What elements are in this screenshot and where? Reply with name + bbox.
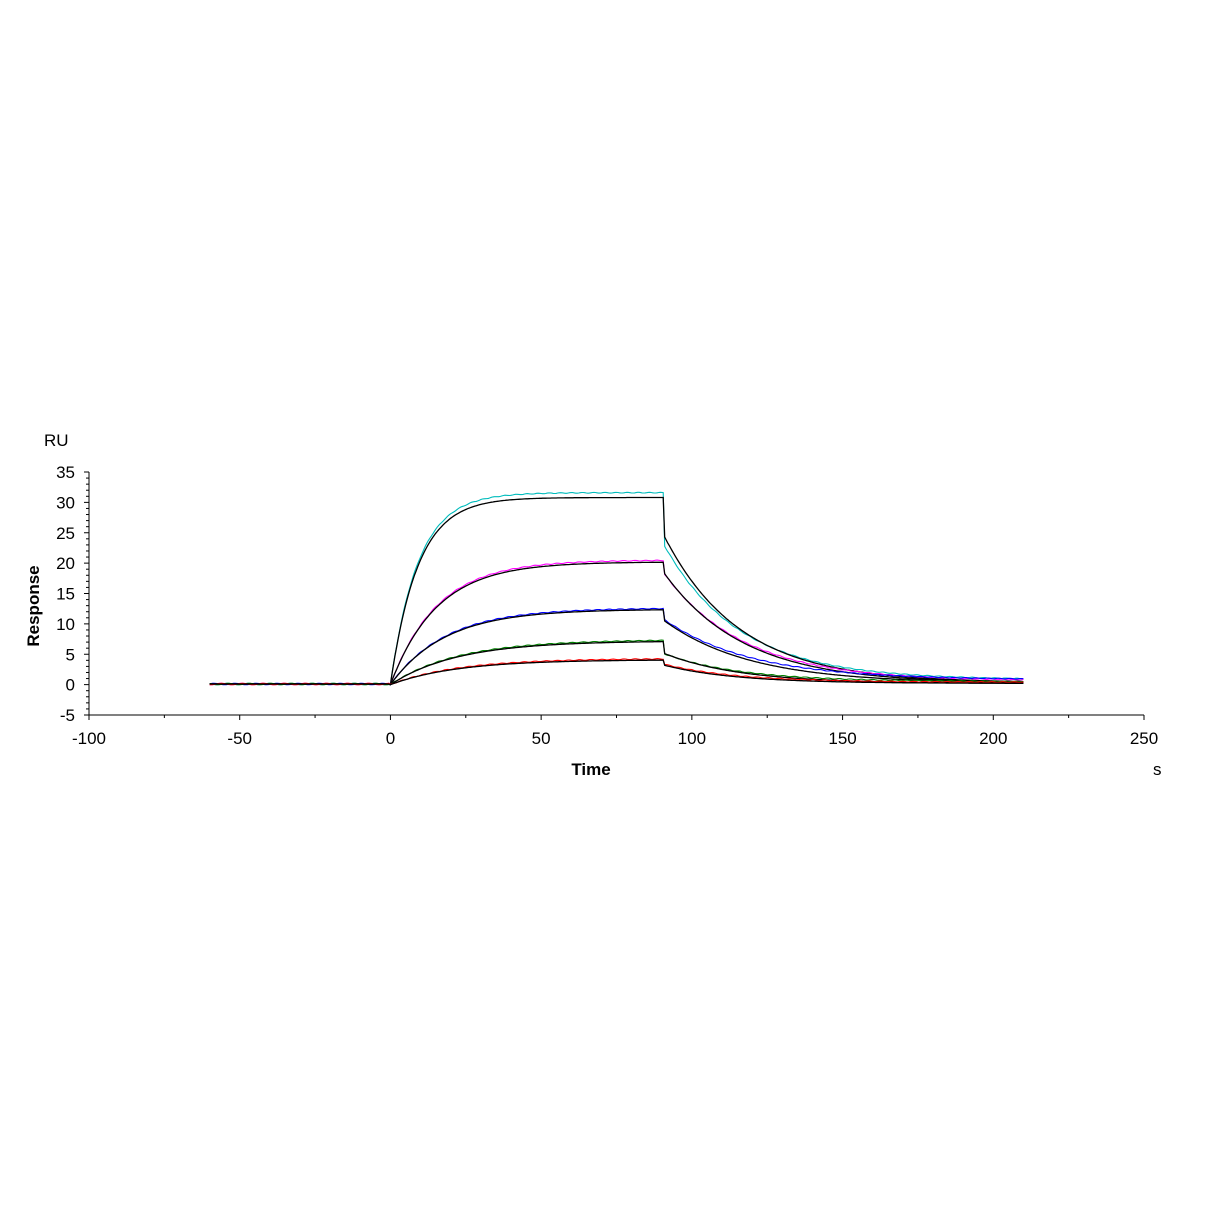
y-tick-label: 15: [56, 585, 75, 604]
series-line-2: [209, 559, 1024, 686]
series-line-4: [209, 607, 1024, 686]
x-unit-label: s: [1153, 760, 1162, 779]
x-tick-label: 0: [386, 729, 395, 748]
y-tick-label: 35: [56, 463, 75, 482]
series-line-5: [209, 609, 1024, 686]
y-tick-label: 5: [66, 645, 75, 664]
x-tick-label: -50: [227, 729, 252, 748]
y-tick-label: -5: [60, 706, 75, 725]
series-line-8: [209, 658, 1024, 686]
series-line-3: [209, 561, 1024, 686]
series-line-6: [209, 639, 1024, 686]
y-axis-title: Response: [24, 565, 43, 646]
y-unit-label: RU: [44, 431, 69, 450]
y-tick-label: 30: [56, 493, 75, 512]
y-tick-label: 10: [56, 615, 75, 634]
y-tick-label: 25: [56, 524, 75, 543]
series-line-9: [209, 659, 1024, 686]
series-layer: [209, 491, 1024, 686]
x-tick-label: -100: [72, 729, 106, 748]
series-line-0: [209, 491, 1024, 686]
y-tick-label: 0: [66, 676, 75, 695]
x-tick-label: 100: [678, 729, 706, 748]
x-tick-label: 200: [979, 729, 1007, 748]
y-tick-label: 20: [56, 554, 75, 573]
x-axis-title: Time: [571, 760, 610, 779]
x-tick-label: 150: [828, 729, 856, 748]
series-line-1: [209, 496, 1024, 686]
x-tick-label: 250: [1130, 729, 1158, 748]
x-tick-label: 50: [532, 729, 551, 748]
